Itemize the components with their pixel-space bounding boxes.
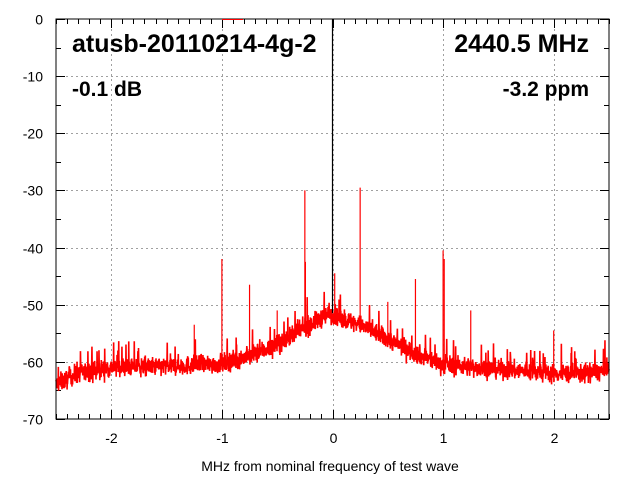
y-tick-label: -30 [23, 183, 43, 199]
frequency-label: 2440.5 MHz [454, 30, 589, 58]
ppm-label: -3.2 ppm [503, 78, 589, 101]
x-tick-label: -1 [216, 430, 229, 446]
y-tick-label: -50 [23, 298, 43, 314]
y-tick-label: 0 [35, 12, 43, 28]
tick-labels: -2 -1 0 1 20-10-20-30-40-50-60-70 [23, 12, 559, 447]
y-tick-label: -10 [23, 69, 43, 85]
chart-title: atusb-20110214-4g-2 [72, 30, 317, 58]
x-tick-label: -2 [105, 430, 118, 446]
x-axis-label: MHz from nominal frequency of test wave [201, 458, 459, 474]
noise-floor-trace [55, 291, 610, 391]
y-tick-label: -40 [23, 241, 43, 257]
level-label: -0.1 dB [72, 78, 142, 101]
x-tick-label: 1 [440, 430, 448, 446]
y-tick-label: -60 [23, 355, 43, 371]
y-tick-label: -20 [23, 126, 43, 142]
y-tick-label: -70 [23, 412, 43, 428]
plot-frame [55, 18, 610, 420]
plot-series [55, 19, 610, 391]
x-tick-label: 0 [330, 430, 338, 446]
x-tick-label: 2 [551, 430, 559, 446]
